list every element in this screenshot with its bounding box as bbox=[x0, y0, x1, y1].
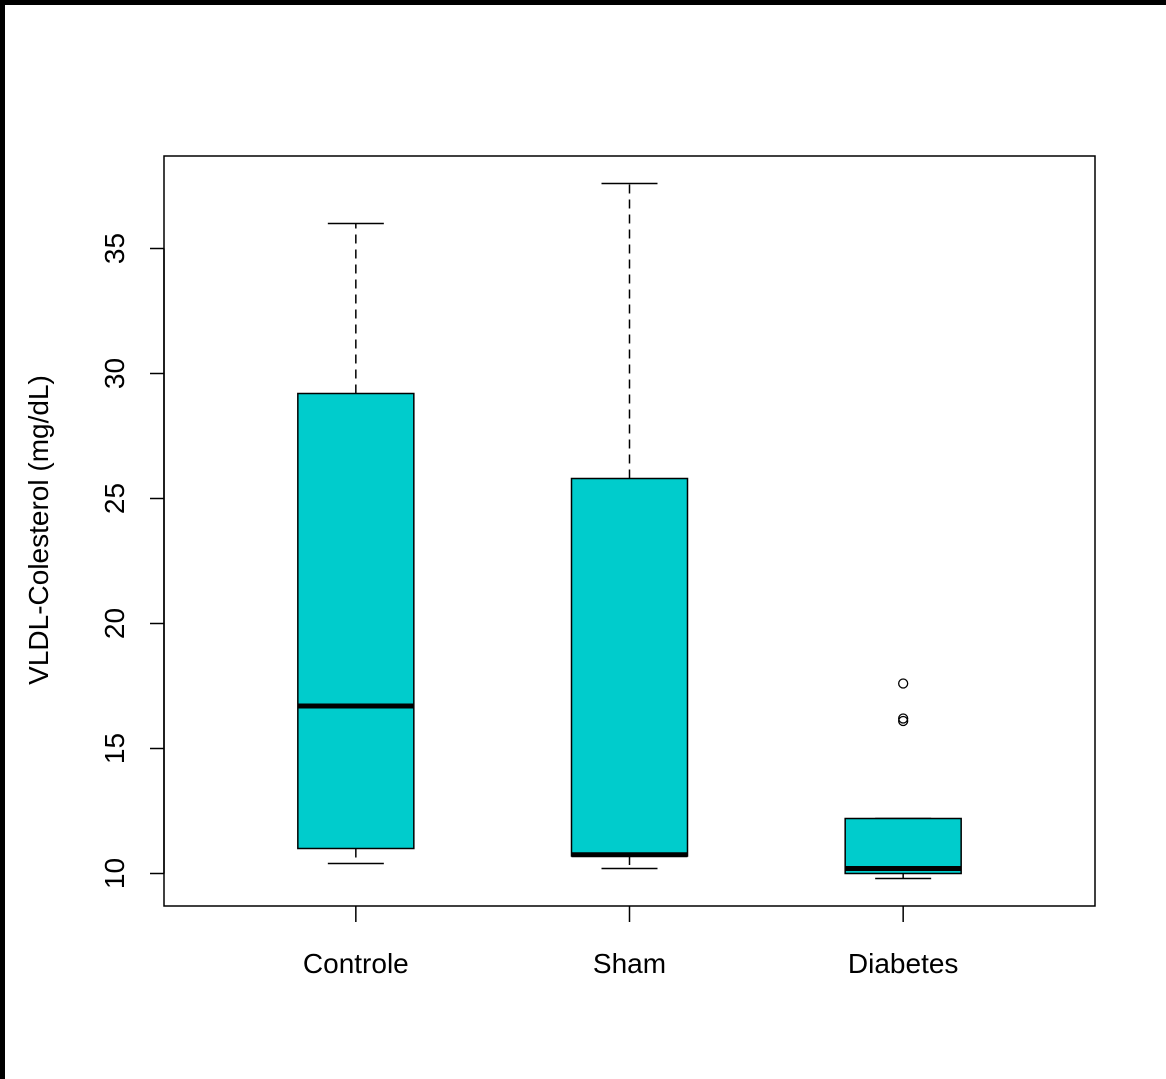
x-tick-label: Controle bbox=[303, 948, 409, 979]
y-tick-label: 25 bbox=[99, 483, 130, 514]
y-tick-label: 20 bbox=[99, 608, 130, 639]
box-iqr bbox=[570, 477, 689, 857]
y-tick-label: 35 bbox=[99, 233, 130, 264]
y-tick-label: 30 bbox=[99, 358, 130, 389]
y-tick-label: 15 bbox=[99, 733, 130, 764]
box-iqr bbox=[844, 817, 962, 875]
box-group bbox=[297, 222, 415, 865]
outlier-point bbox=[898, 713, 909, 724]
outlier-point bbox=[898, 678, 909, 689]
box-group bbox=[570, 182, 689, 870]
box-group bbox=[844, 678, 962, 880]
x-axis: Controle Sham Diabetes bbox=[303, 906, 959, 979]
x-tick-label: Sham bbox=[593, 948, 666, 979]
y-axis: 10 15 20 25 30 35 bbox=[99, 233, 165, 889]
plot-area bbox=[297, 182, 962, 880]
y-tick-label: 10 bbox=[99, 858, 130, 889]
y-axis-label: VLDL-Colesterol (mg/dL) bbox=[23, 375, 54, 685]
box-iqr bbox=[297, 392, 415, 850]
x-tick-label: Diabetes bbox=[848, 948, 959, 979]
